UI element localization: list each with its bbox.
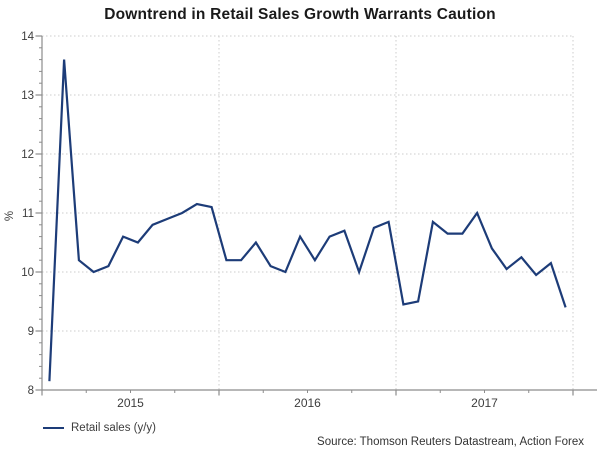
x-year-label: 2016 xyxy=(294,396,321,410)
source-attribution: Source: Thomson Reuters Datastream, Acti… xyxy=(317,436,584,448)
legend: Retail sales (y/y) xyxy=(43,421,156,435)
y-tick-label: 12 xyxy=(21,149,34,161)
y-tick-label: 13 xyxy=(21,90,34,102)
legend-line-swatch xyxy=(43,427,64,429)
y-axis-unit-label: % xyxy=(4,211,16,221)
x-year-label: 2017 xyxy=(471,396,498,410)
y-tick-label: 11 xyxy=(22,208,34,220)
y-tick-label: 9 xyxy=(28,326,34,338)
y-tick-label: 14 xyxy=(21,31,34,43)
y-tick-label: 8 xyxy=(28,385,34,397)
y-tick-label: 10 xyxy=(21,267,34,279)
x-year-label: 2015 xyxy=(117,396,144,410)
chart-title: Downtrend in Retail Sales Growth Warrant… xyxy=(104,6,496,23)
legend-label: Retail sales (y/y) xyxy=(71,422,156,434)
retail-sales-line xyxy=(48,59,567,382)
